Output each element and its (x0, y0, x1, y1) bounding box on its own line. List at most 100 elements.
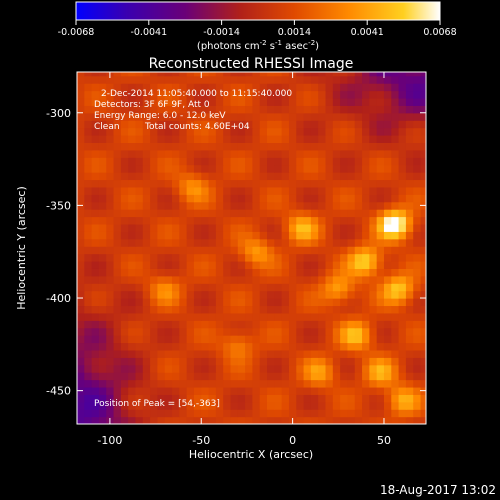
heatmap-cell (420, 75, 426, 84)
heatmap-cell (325, 134, 334, 143)
heatmap-cell (362, 394, 370, 403)
heatmap-cell (376, 364, 385, 373)
heatmap-cell (310, 327, 319, 336)
heatmap-cell (237, 149, 246, 158)
heatmap-cell (362, 401, 370, 410)
heatmap-cell (120, 105, 129, 114)
heatmap-cell (208, 409, 217, 418)
heatmap-cell (420, 127, 426, 136)
heatmap-cell (157, 231, 166, 240)
heatmap-cell (84, 127, 93, 136)
heatmap-cell (186, 409, 195, 418)
heatmap-cell (215, 253, 224, 262)
heatmap-cell (420, 290, 426, 299)
heatmap-cell (164, 142, 173, 151)
heatmap-cell (354, 90, 363, 99)
heatmap-cell (150, 409, 158, 418)
heatmap-cell (405, 290, 414, 299)
heatmap-cell (332, 275, 341, 284)
heatmap-cell (259, 342, 268, 351)
heatmap-cell (142, 172, 151, 181)
heatmap-cell (230, 349, 239, 358)
heatmap-cell (354, 327, 363, 336)
heatmap-cell (354, 75, 363, 84)
heatmap-cell (296, 275, 305, 284)
heatmap-cell (391, 275, 400, 284)
heatmap-cell (288, 372, 297, 381)
heatmap-cell (98, 290, 107, 299)
heatmap-cell (296, 268, 305, 277)
heatmap-cell (230, 134, 239, 143)
heatmap-cell (91, 283, 100, 292)
heatmap-cell (376, 186, 385, 195)
heatmap-cell (259, 298, 268, 307)
heatmap-cell (77, 186, 85, 195)
heatmap-cell (172, 75, 180, 84)
heatmap-cell (252, 112, 261, 121)
heatmap-cell (120, 223, 129, 232)
heatmap-cell (208, 268, 217, 277)
heatmap-cell (413, 231, 422, 240)
heatmap-cell (135, 335, 144, 344)
heatmap-cell (347, 416, 356, 424)
heatmap-cell (201, 409, 210, 418)
heatmap-cell (267, 97, 275, 106)
heatmap-cell (405, 112, 414, 121)
heatmap-cell (237, 372, 246, 381)
heatmap-cell (259, 349, 268, 358)
heatmap-cell (259, 112, 268, 121)
heatmap-cell (91, 386, 100, 395)
heatmap-cell (413, 201, 422, 210)
heatmap-cell (252, 283, 261, 292)
heatmap-cell (354, 349, 363, 358)
heatmap-cell (398, 157, 407, 166)
heatmap-cell (340, 401, 349, 410)
heatmap-cell (223, 320, 232, 329)
heatmap-cell (281, 416, 290, 424)
heatmap-cell (340, 209, 349, 218)
heatmap-cell (120, 305, 129, 314)
heatmap-cell (376, 223, 385, 232)
heatmap-cell (296, 209, 305, 218)
heatmap-cell (98, 72, 107, 77)
heatmap-cell (413, 312, 422, 321)
heatmap-cell (347, 290, 356, 299)
heatmap-cell (310, 223, 319, 232)
heatmap-cell (332, 372, 341, 381)
heatmap-cell (362, 312, 370, 321)
heatmap-cell (113, 357, 122, 366)
heatmap-cell (208, 320, 217, 329)
heatmap-cell (347, 186, 356, 195)
heatmap-cell (120, 275, 129, 284)
heatmap-cell (310, 194, 319, 203)
heatmap-cell (310, 268, 319, 277)
heatmap-cell (150, 335, 158, 344)
heatmap-cell (193, 357, 202, 366)
heatmap-cell (420, 260, 426, 269)
heatmap-cell (281, 290, 290, 299)
heatmap-cell (215, 179, 224, 188)
heatmap-cell (106, 231, 115, 240)
heatmap-cell (398, 349, 407, 358)
heatmap-cell (303, 386, 312, 395)
heatmap-cell (193, 290, 202, 299)
heatmap-cell (303, 223, 312, 232)
heatmap-cell (223, 75, 232, 84)
heatmap-cell (318, 394, 327, 403)
heatmap-cell (376, 179, 385, 188)
heatmap-cell (296, 201, 305, 210)
heatmap-cell (391, 83, 400, 92)
heatmap-cell (288, 320, 297, 329)
heatmap-cell (383, 335, 392, 344)
heatmap-cell (142, 298, 151, 307)
heatmap-cell (208, 253, 217, 262)
heatmap-cell (259, 320, 268, 329)
heatmap-cell (288, 312, 297, 321)
heatmap-cell (120, 246, 129, 255)
heatmap-cell (310, 386, 319, 395)
heatmap-cell (340, 283, 349, 292)
heatmap-cell (113, 327, 122, 336)
heatmap-cell (179, 149, 188, 158)
heatmap-cell (135, 268, 144, 277)
heatmap-cell (288, 105, 297, 114)
